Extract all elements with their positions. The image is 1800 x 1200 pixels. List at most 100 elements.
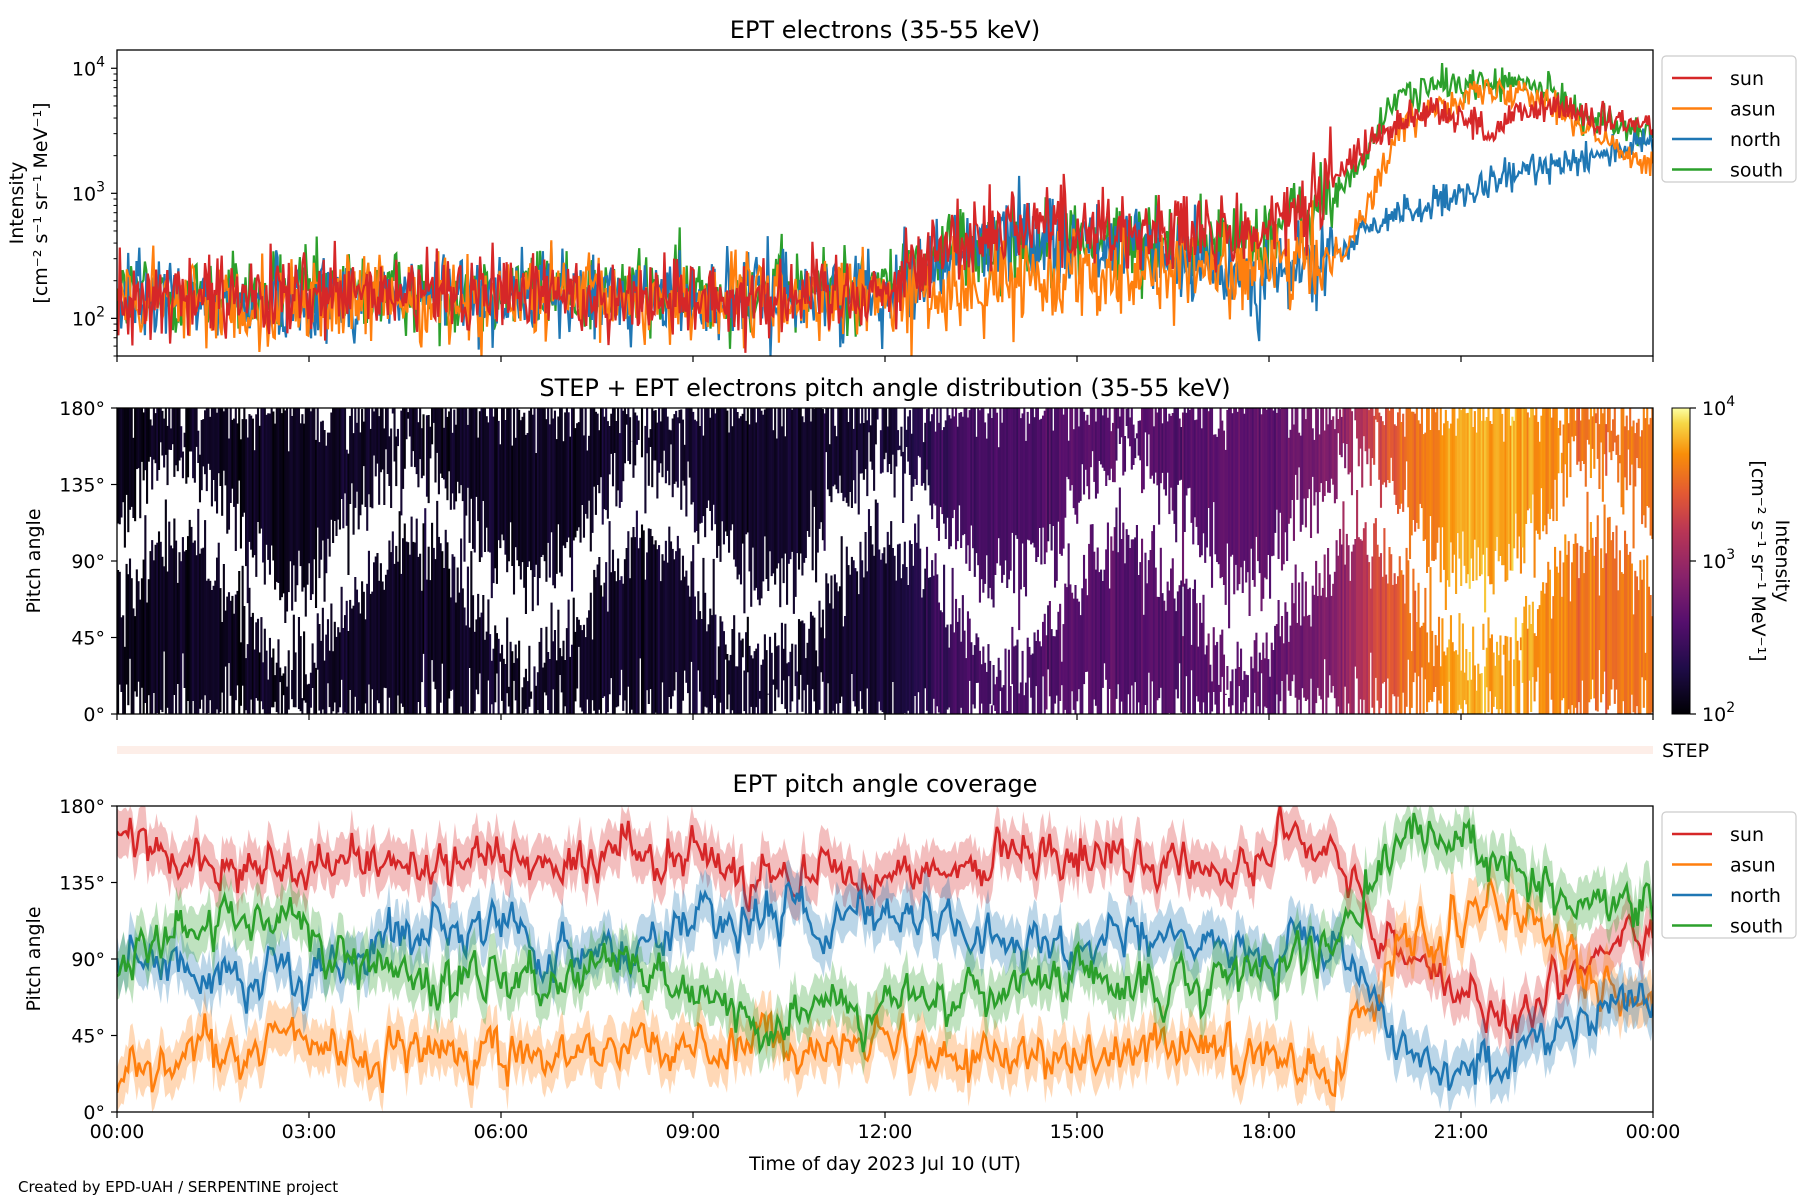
heatmap-cell bbox=[1316, 409, 1319, 534]
heatmap-cell bbox=[994, 684, 997, 711]
heatmap-cell bbox=[1018, 693, 1021, 714]
heatmap-cell bbox=[876, 502, 879, 714]
heatmap-cell bbox=[1495, 641, 1499, 710]
heatmap-cell bbox=[1364, 408, 1367, 452]
heatmap-cell bbox=[1390, 554, 1393, 714]
heatmap-cell bbox=[321, 420, 324, 541]
heatmap-cell bbox=[1477, 663, 1480, 714]
heatmap-cell bbox=[521, 687, 524, 714]
heatmap-cell bbox=[458, 592, 461, 714]
heatmap-cell bbox=[483, 639, 487, 714]
heatmap-cell bbox=[664, 408, 667, 484]
heatmap-cell bbox=[1340, 544, 1343, 714]
heatmap-cell bbox=[661, 554, 664, 683]
colorbar-tick-label: 104 bbox=[1702, 394, 1735, 420]
heatmap-cell bbox=[907, 416, 910, 462]
heatmap-cell bbox=[1129, 417, 1132, 447]
heatmap-cell bbox=[1533, 415, 1536, 578]
heatmap-cell bbox=[727, 432, 731, 553]
heatmap-cell bbox=[1489, 638, 1492, 692]
heatmap-cell bbox=[255, 622, 258, 699]
heatmap-cell bbox=[1371, 408, 1374, 459]
heatmap-cell bbox=[1352, 544, 1355, 714]
heatmap-cell bbox=[1316, 596, 1319, 688]
panel1-title: EPT electrons (35-55 keV) bbox=[730, 16, 1040, 44]
heatmap-cell bbox=[1620, 408, 1623, 508]
heatmap-cell bbox=[1478, 408, 1482, 577]
heatmap-cell bbox=[1042, 621, 1045, 677]
heatmap-cell bbox=[1564, 408, 1567, 465]
heatmap-cell bbox=[1584, 408, 1587, 487]
heatmap-cell bbox=[1147, 408, 1150, 435]
step-label: STEP bbox=[1662, 740, 1709, 762]
heatmap-cell bbox=[613, 408, 616, 453]
heatmap-cell bbox=[1335, 540, 1338, 714]
heatmap-cell bbox=[1023, 408, 1026, 587]
heatmap-cell bbox=[704, 592, 707, 707]
heatmap-cell bbox=[466, 424, 469, 488]
heatmap-cell bbox=[815, 650, 818, 714]
heatmap-cell bbox=[1120, 408, 1123, 438]
heatmap-cell bbox=[748, 645, 751, 714]
heatmap-cell bbox=[1183, 583, 1186, 714]
x-tick-label: 18:00 bbox=[1242, 1121, 1297, 1143]
heatmap-cell bbox=[407, 542, 410, 714]
heatmap-cell bbox=[559, 648, 562, 675]
heatmap-cell bbox=[410, 516, 413, 714]
heatmap-cell bbox=[1267, 659, 1270, 714]
heatmap-cell bbox=[811, 408, 814, 571]
heatmap-cell bbox=[721, 408, 724, 522]
heatmap-cell bbox=[886, 531, 889, 714]
heatmap-cell bbox=[1347, 545, 1350, 704]
heatmap-cell bbox=[917, 408, 920, 456]
panel1-ylabel-line2: [cm⁻² s⁻¹ sr⁻¹ MeV⁻¹] bbox=[30, 102, 52, 303]
heatmap-cell bbox=[1451, 642, 1454, 714]
heatmap-cell bbox=[1028, 423, 1031, 541]
heatmap-cell bbox=[448, 411, 451, 472]
heatmap-cell bbox=[1345, 408, 1348, 444]
heatmap-cell bbox=[943, 564, 946, 714]
heatmap-cell bbox=[175, 408, 178, 466]
heatmap-cell bbox=[1601, 413, 1604, 502]
heatmap-cell bbox=[750, 655, 753, 707]
heatmap-cell bbox=[1449, 423, 1453, 543]
heatmap-cell bbox=[1437, 430, 1441, 528]
heatmap-cell bbox=[1593, 408, 1596, 469]
heatmap-cell bbox=[692, 545, 695, 714]
heatmap-cell bbox=[1193, 420, 1197, 518]
heatmap-cell bbox=[562, 441, 565, 546]
heatmap-cell bbox=[270, 657, 273, 708]
heatmap-cell bbox=[692, 411, 695, 503]
heatmap-cell bbox=[1598, 424, 1601, 489]
heatmap-cell bbox=[1265, 632, 1268, 708]
heatmap-cell bbox=[1246, 675, 1249, 698]
heatmap-cell bbox=[1436, 408, 1439, 543]
heatmap-cell bbox=[151, 425, 154, 490]
heatmap-cell bbox=[915, 542, 918, 714]
heatmap-cell bbox=[844, 616, 847, 714]
heatmap-cell bbox=[1181, 636, 1185, 714]
heatmap-cell bbox=[925, 546, 929, 711]
heatmap-cell bbox=[1125, 529, 1128, 714]
heatmap-cell bbox=[705, 631, 708, 708]
heatmap-cell bbox=[905, 429, 908, 447]
heatmap-cell bbox=[280, 675, 283, 714]
heatmap-cell bbox=[1330, 419, 1333, 479]
heatmap-cell bbox=[343, 408, 347, 494]
heatmap-cell bbox=[253, 450, 256, 556]
heatmap-cell bbox=[1620, 572, 1623, 714]
heatmap-cell bbox=[538, 641, 541, 714]
heatmap-cell bbox=[137, 581, 140, 682]
heatmap-cell bbox=[388, 540, 391, 698]
heatmap-cell bbox=[1477, 408, 1480, 548]
heatmap-cell bbox=[1060, 408, 1063, 556]
heatmap-cell bbox=[226, 408, 229, 534]
heatmap-cell bbox=[1129, 548, 1132, 714]
heatmap-cell bbox=[1260, 659, 1263, 674]
heatmap-cell bbox=[1596, 408, 1599, 459]
heatmap-cell bbox=[680, 409, 683, 510]
heatmap-cell bbox=[1292, 603, 1295, 675]
heatmap-cell bbox=[1429, 430, 1432, 517]
heatmap-cell bbox=[478, 617, 481, 674]
